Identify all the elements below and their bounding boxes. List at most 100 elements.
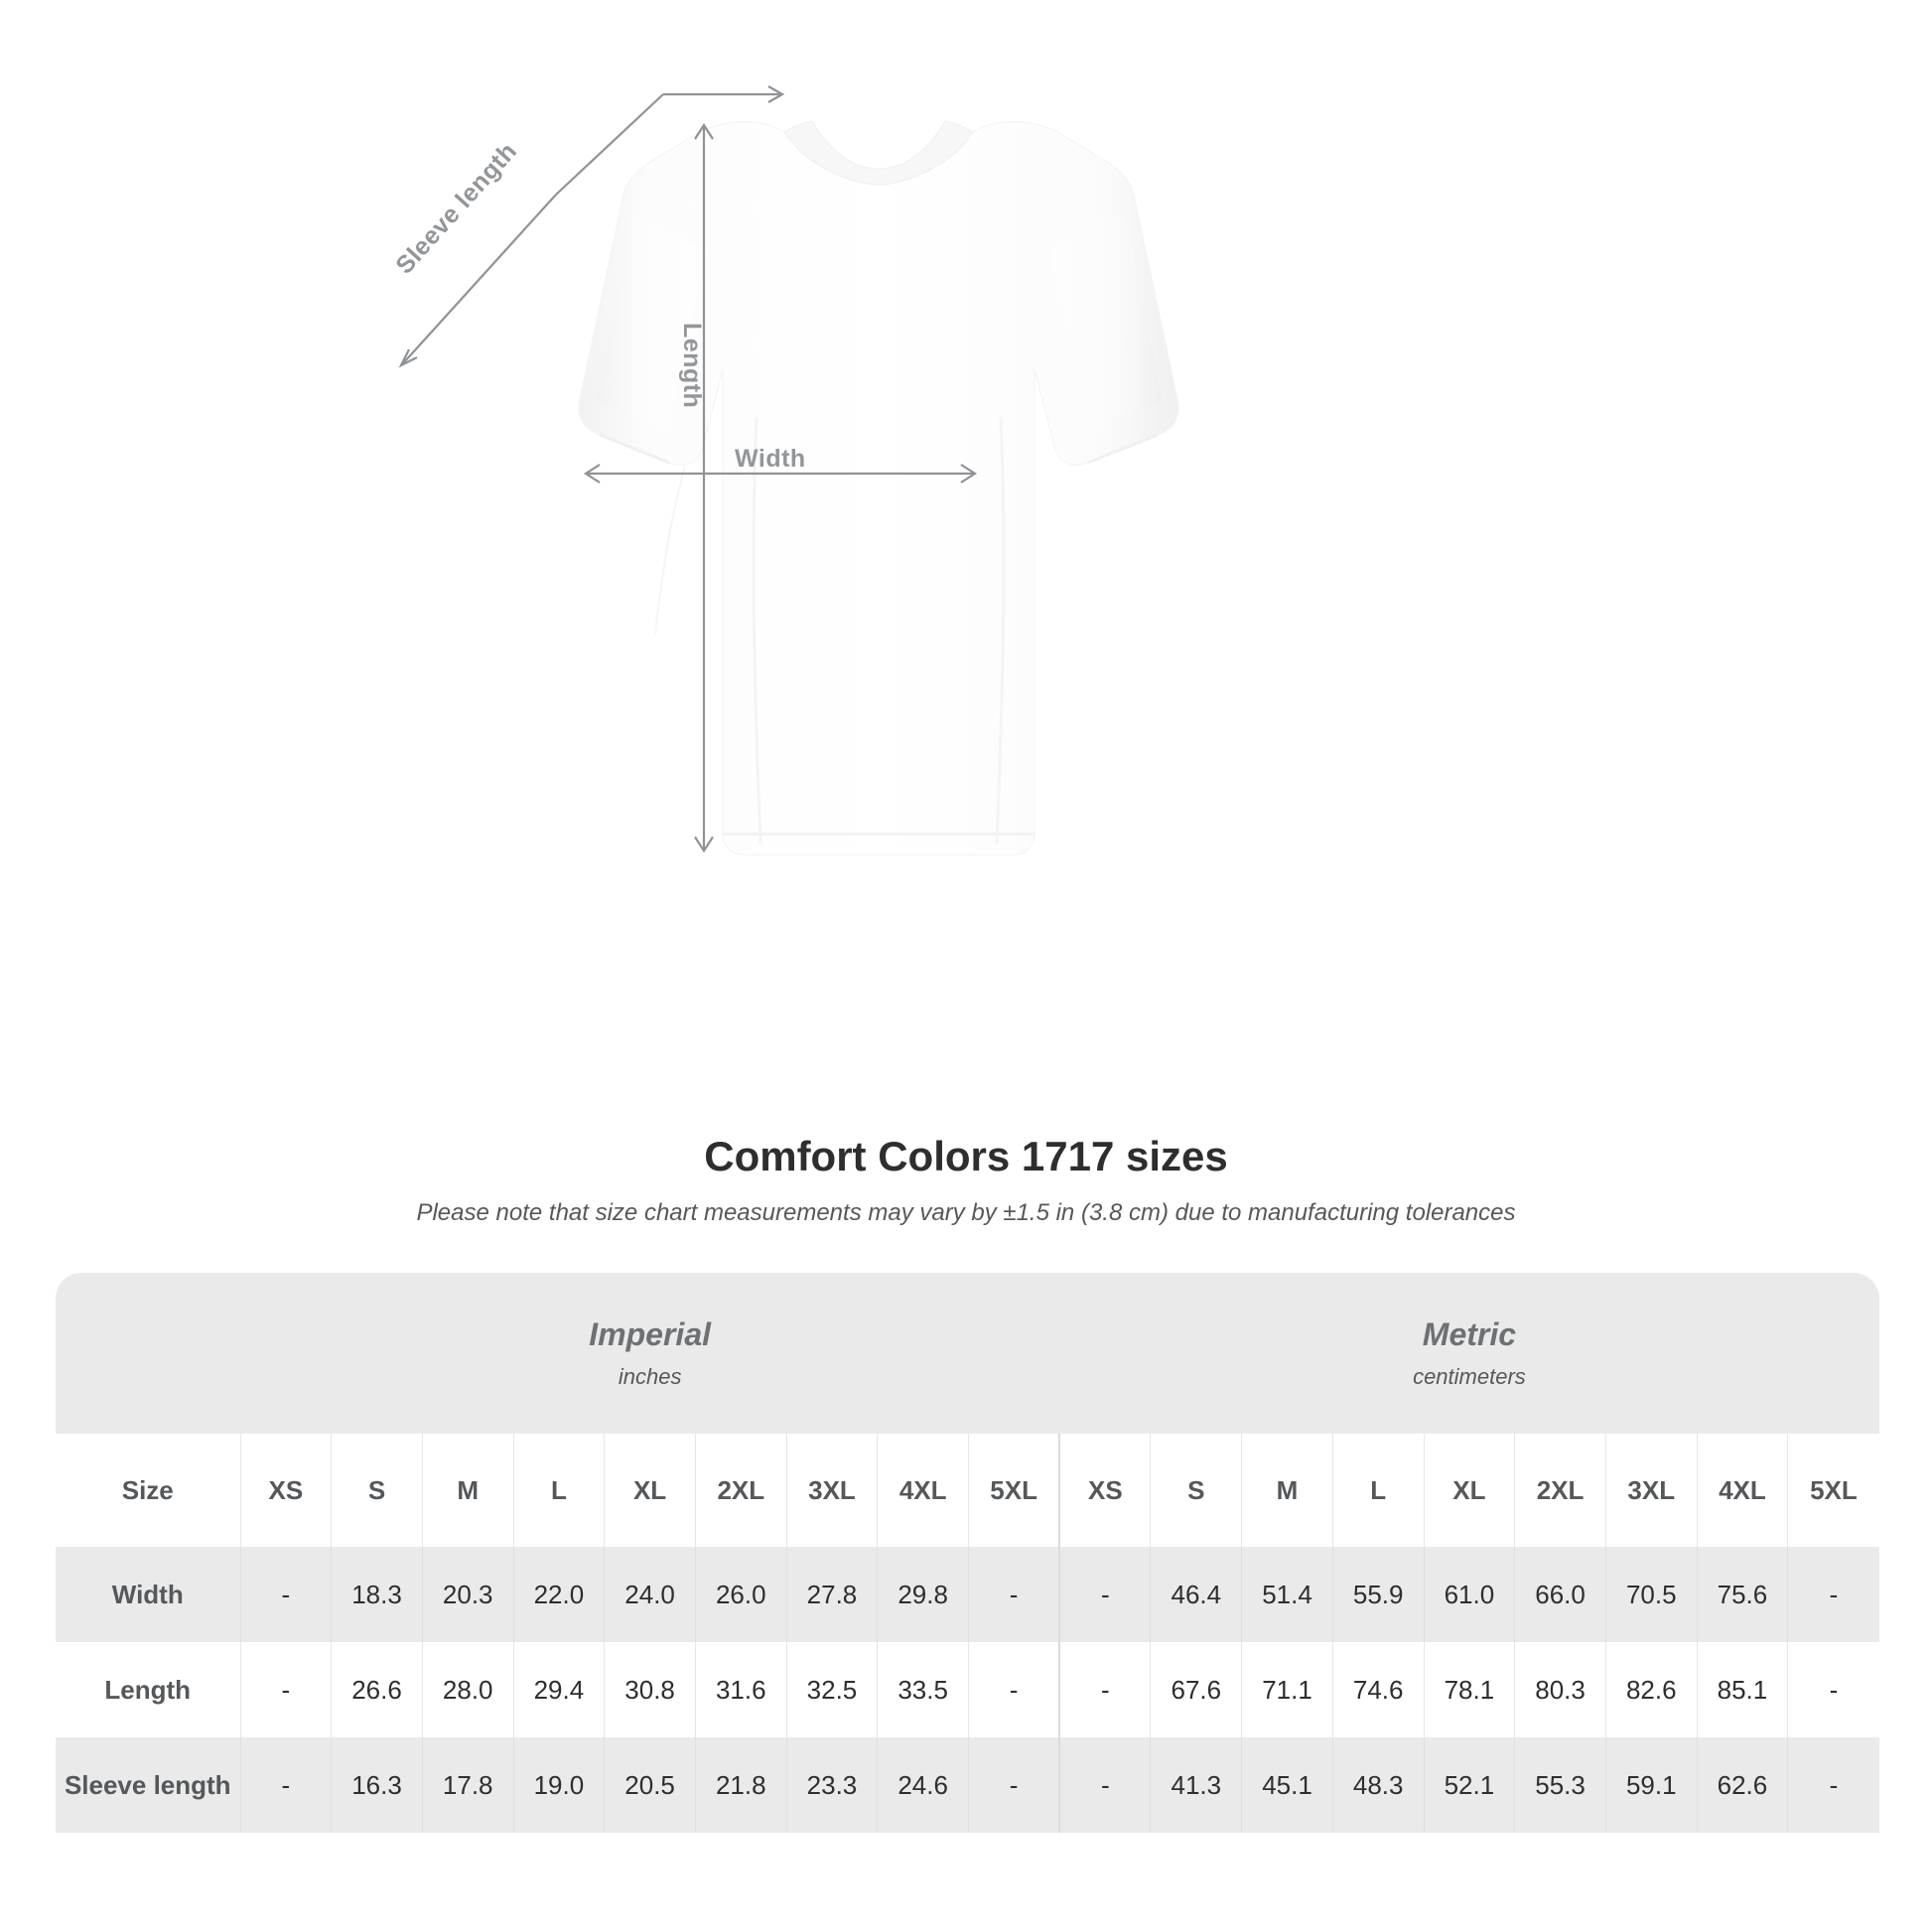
cell-width-metric-6: 70.5: [1604, 1547, 1698, 1642]
unit-sub-metric: centimeters: [1413, 1364, 1526, 1390]
cell-length-metric-8: -: [1787, 1642, 1879, 1737]
cell-sleeve-imperial-1: 16.3: [331, 1737, 423, 1833]
size-header-imperial-2: M: [421, 1434, 514, 1547]
cell-length-metric-4: 78.1: [1423, 1642, 1515, 1737]
cell-sleeve-imperial-3: 19.0: [512, 1737, 605, 1833]
sleeve-length-guide: [398, 85, 785, 368]
size-header-imperial-3: L: [512, 1434, 605, 1547]
cell-width-metric-5: 66.0: [1514, 1547, 1606, 1642]
cell-length-imperial-7: 33.5: [877, 1642, 969, 1737]
size-header-metric-4: XL: [1423, 1434, 1515, 1547]
cell-width-imperial-6: 27.8: [785, 1547, 878, 1642]
cell-width-metric-8: -: [1787, 1547, 1879, 1642]
cell-sleeve-metric-3: 48.3: [1331, 1737, 1425, 1833]
cell-length-imperial-6: 32.5: [785, 1642, 878, 1737]
size-header-imperial-4: XL: [604, 1434, 696, 1547]
cell-sleeve-imperial-6: 23.3: [785, 1737, 878, 1833]
size-header-imperial-7: 4XL: [877, 1434, 969, 1547]
cell-width-imperial-1: 18.3: [331, 1547, 423, 1642]
cell-sleeve-metric-0: -: [1058, 1737, 1151, 1833]
cell-sleeve-metric-7: 62.6: [1696, 1737, 1788, 1833]
width-guide: [583, 464, 978, 483]
cell-width-imperial-8: -: [968, 1547, 1060, 1642]
unit-header-row: Imperial inches Metric centimeters: [56, 1273, 1879, 1434]
cell-length-imperial-1: 26.6: [331, 1642, 423, 1737]
cell-width-metric-3: 55.9: [1331, 1547, 1425, 1642]
table-row: Width - 18.3 20.3 22.0 24.0 26.0 27.8 29…: [56, 1547, 1879, 1642]
size-header-imperial-0: XS: [239, 1434, 332, 1547]
cell-sleeve-metric-4: 52.1: [1423, 1737, 1515, 1833]
size-chart-container: Imperial inches Metric centimeters Size …: [56, 1273, 1879, 1833]
tshirt-illustration: Sleeve length Length Width: [390, 85, 1179, 856]
cell-length-metric-6: 82.6: [1604, 1642, 1698, 1737]
size-header-metric-7: 4XL: [1696, 1434, 1788, 1547]
width-label: Width: [735, 445, 806, 473]
cell-sleeve-metric-2: 45.1: [1241, 1737, 1333, 1833]
cell-length-imperial-8: -: [968, 1642, 1060, 1737]
row-label-width: Width: [56, 1547, 240, 1642]
unit-header-spacer: [56, 1273, 240, 1434]
cell-length-imperial-3: 29.4: [512, 1642, 605, 1737]
unit-header-imperial: Imperial inches: [240, 1273, 1060, 1434]
cell-length-metric-3: 74.6: [1331, 1642, 1425, 1737]
cell-width-imperial-3: 22.0: [512, 1547, 605, 1642]
size-header-imperial-1: S: [331, 1434, 423, 1547]
cell-sleeve-metric-6: 59.1: [1604, 1737, 1698, 1833]
cell-sleeve-metric-5: 55.3: [1514, 1737, 1606, 1833]
cell-length-metric-2: 71.1: [1241, 1642, 1333, 1737]
cell-sleeve-imperial-4: 20.5: [604, 1737, 696, 1833]
size-header-metric-0: XS: [1058, 1434, 1151, 1547]
cell-length-metric-0: -: [1058, 1642, 1151, 1737]
measurement-guides: [398, 85, 978, 854]
table-row: Sleeve length - 16.3 17.8 19.0 20.5 21.8…: [56, 1737, 1879, 1833]
unit-title-imperial: Imperial: [589, 1315, 711, 1352]
row-label-sleeve-length: Sleeve length: [56, 1737, 240, 1833]
size-header-metric-5: 2XL: [1514, 1434, 1606, 1547]
cell-width-imperial-5: 26.0: [694, 1547, 787, 1642]
size-chart-table: Imperial inches Metric centimeters Size …: [56, 1273, 1879, 1833]
cell-sleeve-imperial-8: -: [968, 1737, 1060, 1833]
tolerance-note: Please note that size chart measurements…: [416, 1199, 1516, 1227]
cell-length-imperial-2: 28.0: [421, 1642, 514, 1737]
length-label: Length: [678, 323, 706, 409]
cell-width-metric-4: 61.0: [1423, 1547, 1515, 1642]
size-header-metric-1: S: [1150, 1434, 1242, 1547]
cell-width-imperial-0: -: [239, 1547, 332, 1642]
tshirt-body: [578, 120, 1179, 856]
cell-length-imperial-4: 30.8: [604, 1642, 696, 1737]
size-header-metric-2: M: [1241, 1434, 1333, 1547]
unit-header-metric: Metric centimeters: [1059, 1273, 1879, 1434]
cell-width-imperial-4: 24.0: [604, 1547, 696, 1642]
cell-width-metric-0: -: [1058, 1547, 1151, 1642]
size-header-metric-8: 5XL: [1787, 1434, 1879, 1547]
cell-sleeve-metric-1: 41.3: [1150, 1737, 1242, 1833]
size-header-metric-3: L: [1331, 1434, 1425, 1547]
cell-width-imperial-7: 29.8: [877, 1547, 969, 1642]
cell-length-imperial-5: 31.6: [694, 1642, 787, 1737]
cell-length-metric-7: 85.1: [1696, 1642, 1788, 1737]
cell-sleeve-metric-8: -: [1787, 1737, 1879, 1833]
size-header-label: Size: [56, 1434, 240, 1547]
cell-length-imperial-0: -: [239, 1642, 332, 1737]
tshirt-svg: [398, 85, 1179, 856]
cell-width-imperial-2: 20.3: [421, 1547, 514, 1642]
length-guide: [694, 122, 714, 854]
cell-width-metric-1: 46.4: [1150, 1547, 1242, 1642]
size-header-imperial-6: 3XL: [785, 1434, 878, 1547]
cell-sleeve-imperial-7: 24.6: [877, 1737, 969, 1833]
size-header-imperial-5: 2XL: [694, 1434, 787, 1547]
size-header-metric-6: 3XL: [1604, 1434, 1698, 1547]
title-block: Comfort Colors 1717 sizes Please note th…: [0, 1132, 1932, 1229]
unit-sub-imperial: inches: [618, 1364, 682, 1390]
cell-length-metric-5: 80.3: [1514, 1642, 1606, 1737]
cell-length-metric-1: 67.6: [1150, 1642, 1242, 1737]
table-row: Length - 26.6 28.0 29.4 30.8 31.6 32.5 3…: [56, 1642, 1879, 1737]
cell-sleeve-imperial-0: -: [239, 1737, 332, 1833]
cell-width-metric-2: 51.4: [1241, 1547, 1333, 1642]
row-label-length: Length: [56, 1642, 240, 1737]
size-header-row: Size XS S M L XL 2XL 3XL 4XL 5XL XS S M …: [56, 1434, 1879, 1547]
cell-sleeve-imperial-2: 17.8: [421, 1737, 514, 1833]
page-title: Comfort Colors 1717 sizes: [704, 1133, 1228, 1179]
size-header-imperial-8: 5XL: [968, 1434, 1060, 1547]
unit-title-metric: Metric: [1422, 1315, 1517, 1352]
